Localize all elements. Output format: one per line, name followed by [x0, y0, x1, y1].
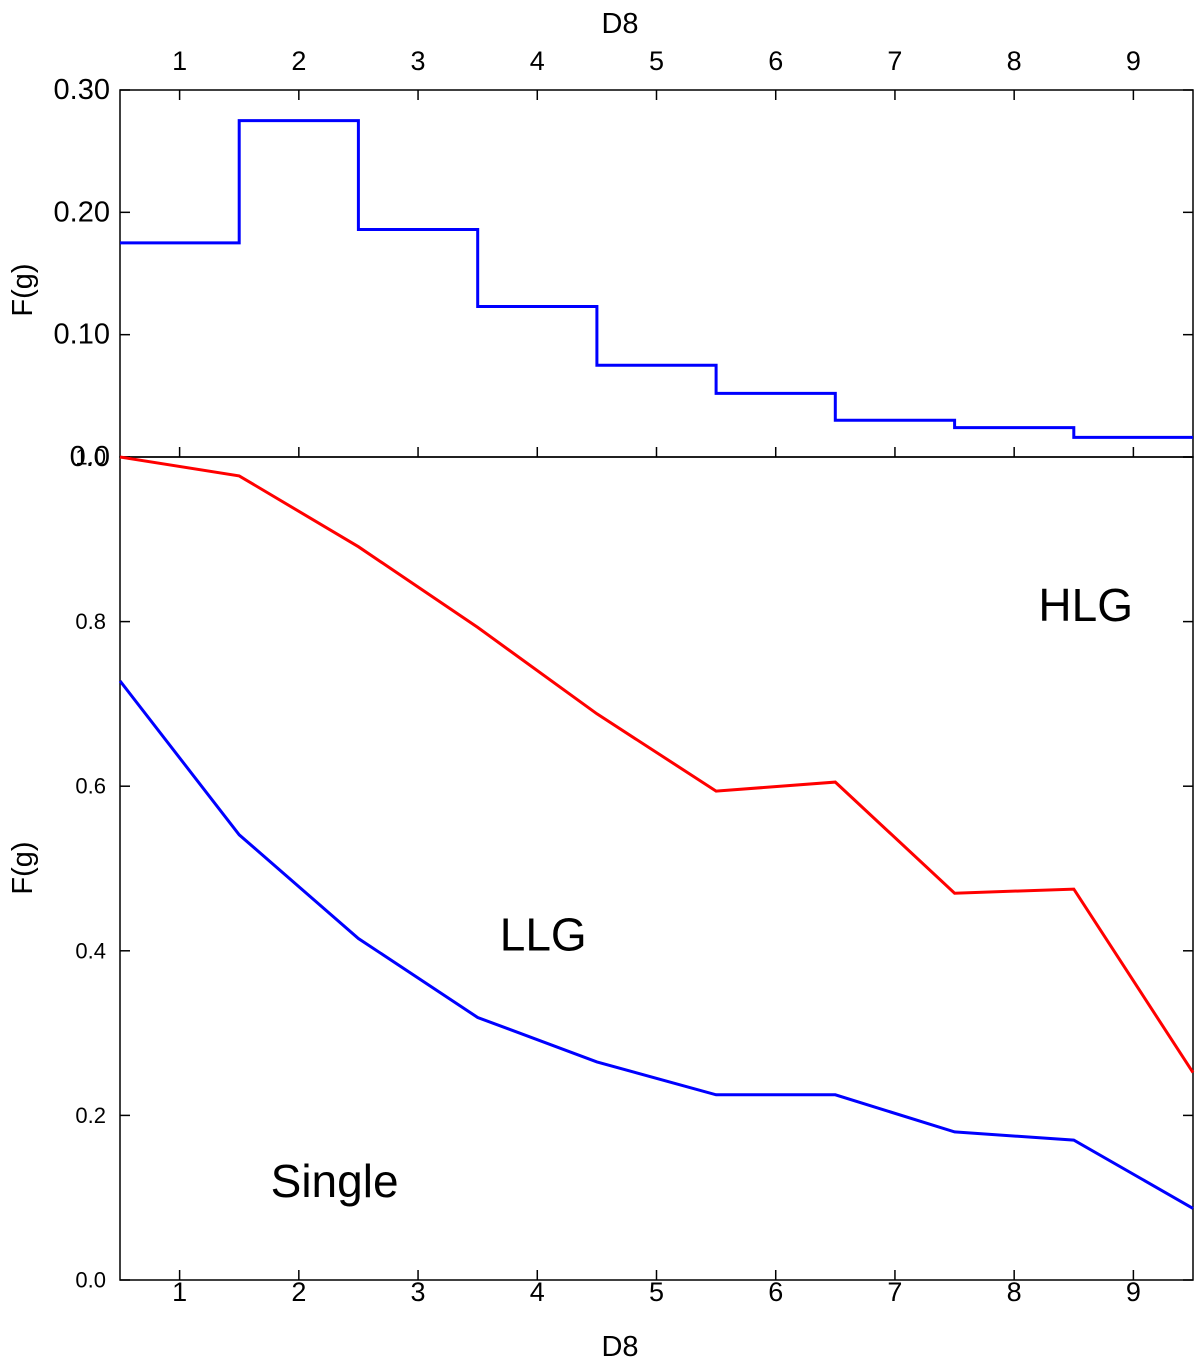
- x-tick-label: 5: [649, 46, 664, 76]
- y-tick-label: 0.6: [75, 774, 106, 799]
- region-label: HLG: [1038, 579, 1133, 631]
- x-tick-label: 5: [649, 1277, 664, 1307]
- x-tick-label: 4: [530, 46, 545, 76]
- x-tick-label: 6: [768, 1277, 783, 1307]
- y-tick-label: 0.20: [54, 196, 110, 228]
- region-label: Single: [271, 1155, 399, 1207]
- x-tick-label: 7: [887, 46, 902, 76]
- bottom-panel: 1 2 3 4 5 6 7 8 9 0.0 0.2 0.4 0.6 0.8 1.0 HLG LLG Singl…: [7, 445, 1195, 1362]
- series-line: [119, 455, 1195, 1074]
- x-tick-label: 3: [411, 1277, 426, 1307]
- x-tick-label: 9: [1126, 1277, 1141, 1307]
- y-tick-label: 0.0: [70, 441, 110, 473]
- bottom-y-tick-labels: 0.0 0.2 0.4 0.6 0.8 1.0: [75, 445, 106, 1293]
- top-y-ticks: [120, 89, 1193, 458]
- bottom-series: [118, 455, 1195, 1210]
- bottom-x-tick-labels: 1 2 3 4 5 6 7 8 9: [172, 1277, 1141, 1307]
- y-tick-label: 0.4: [75, 938, 106, 963]
- top-x-axis-title: D8: [601, 8, 638, 40]
- x-tick-label: 1: [172, 1277, 187, 1307]
- x-tick-label: 4: [530, 1277, 545, 1307]
- top-series: [120, 119, 1193, 439]
- top-y-axis-title: F(g): [7, 263, 39, 316]
- y-tick-label: 0.10: [54, 319, 110, 351]
- y-tick-label: 0.30: [54, 74, 110, 106]
- x-tick-label: 8: [1007, 46, 1022, 76]
- top-panel-frame: [119, 89, 1194, 458]
- x-tick-label: 6: [768, 46, 783, 76]
- series-line: [120, 119, 1193, 439]
- series-line: [118, 679, 1194, 1210]
- y-tick-label: 0.8: [75, 609, 106, 634]
- x-tick-label: 1: [172, 46, 187, 76]
- bottom-x-ticks: [178, 1270, 1135, 1280]
- bottom-x-axis-title: D8: [601, 1331, 638, 1362]
- x-tick-label: 9: [1126, 46, 1141, 76]
- y-tick-label: 0.2: [75, 1103, 106, 1128]
- region-label: LLG: [500, 908, 587, 960]
- x-tick-label: 2: [291, 46, 306, 76]
- top-x-ticks: [178, 90, 1135, 457]
- top-y-tick-labels: 0.0 0.10 0.20 0.30: [54, 74, 110, 473]
- x-tick-label: 8: [1007, 1277, 1022, 1307]
- bottom-region-labels: HLG LLG Single: [271, 579, 1133, 1207]
- top-x-tick-labels: 1 2 3 4 5 6 7 8 9: [172, 46, 1141, 76]
- y-tick-label: 1.0: [75, 445, 106, 470]
- x-tick-label: 2: [291, 1277, 306, 1307]
- x-tick-label: 7: [887, 1277, 902, 1307]
- y-tick-label: 0.0: [75, 1268, 106, 1293]
- x-tick-label: 3: [411, 46, 426, 76]
- top-panel: 1 2 3 4 5 6 7 8 9 0.0 0.10 0.20 0.30 D8 F(g): [7, 8, 1194, 473]
- bottom-y-axis-title: F(g): [7, 841, 39, 894]
